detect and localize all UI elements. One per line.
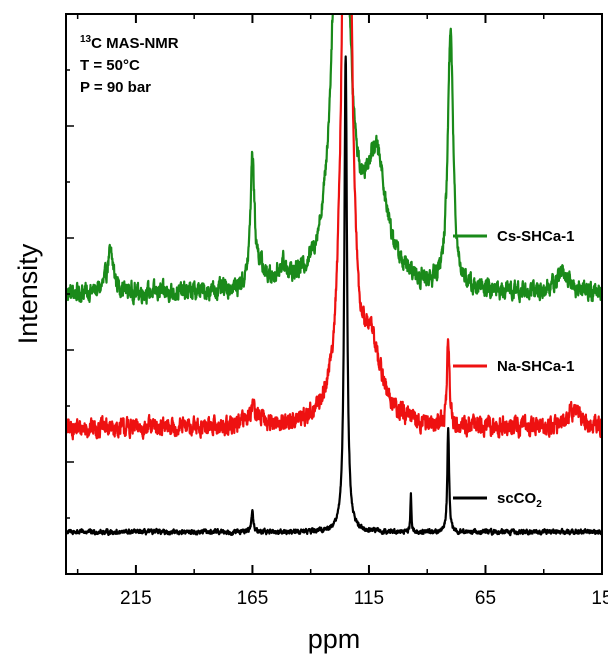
annotation-technique: 13C MAS-NMR bbox=[80, 34, 179, 52]
legend-label-scco2-main: scCO bbox=[497, 490, 537, 507]
series-line-scco2 bbox=[66, 55, 602, 537]
annotation-block: 13C MAS-NMR T = 50°C P = 90 bar bbox=[80, 34, 179, 96]
annotation-technique-text: C MAS-NMR bbox=[91, 35, 179, 52]
legend-label-scco2: scCO2 bbox=[497, 490, 542, 510]
x-tick-label: 65 bbox=[475, 588, 496, 609]
legend-label-scco2-sub: 2 bbox=[536, 499, 542, 510]
y-axis-title: Intensity bbox=[13, 243, 43, 344]
x-tick-label: 15 bbox=[591, 588, 608, 609]
annotation-pressure: P = 90 bar bbox=[80, 79, 151, 96]
legend-label-cs: Cs-SHCa-1 bbox=[497, 228, 575, 245]
tick-layer: 215 165 115 65 15 bbox=[66, 14, 608, 609]
x-tick-label: 115 bbox=[354, 588, 384, 609]
series-layer bbox=[66, 14, 602, 537]
annotation-temperature: T = 50°C bbox=[80, 57, 140, 74]
legend: Cs-SHCa-1 Na-SHCa-1 scCO2 bbox=[453, 228, 575, 510]
x-tick-label: 165 bbox=[237, 588, 269, 609]
series-line-na-shca-1 bbox=[66, 14, 602, 441]
annotation-technique-sup: 13 bbox=[80, 34, 92, 45]
x-tick-label: 215 bbox=[120, 588, 152, 609]
legend-label-na: Na-SHCa-1 bbox=[497, 358, 575, 375]
series-line-cs-shca-1 bbox=[66, 14, 602, 306]
x-axis-title: ppm bbox=[308, 624, 361, 654]
